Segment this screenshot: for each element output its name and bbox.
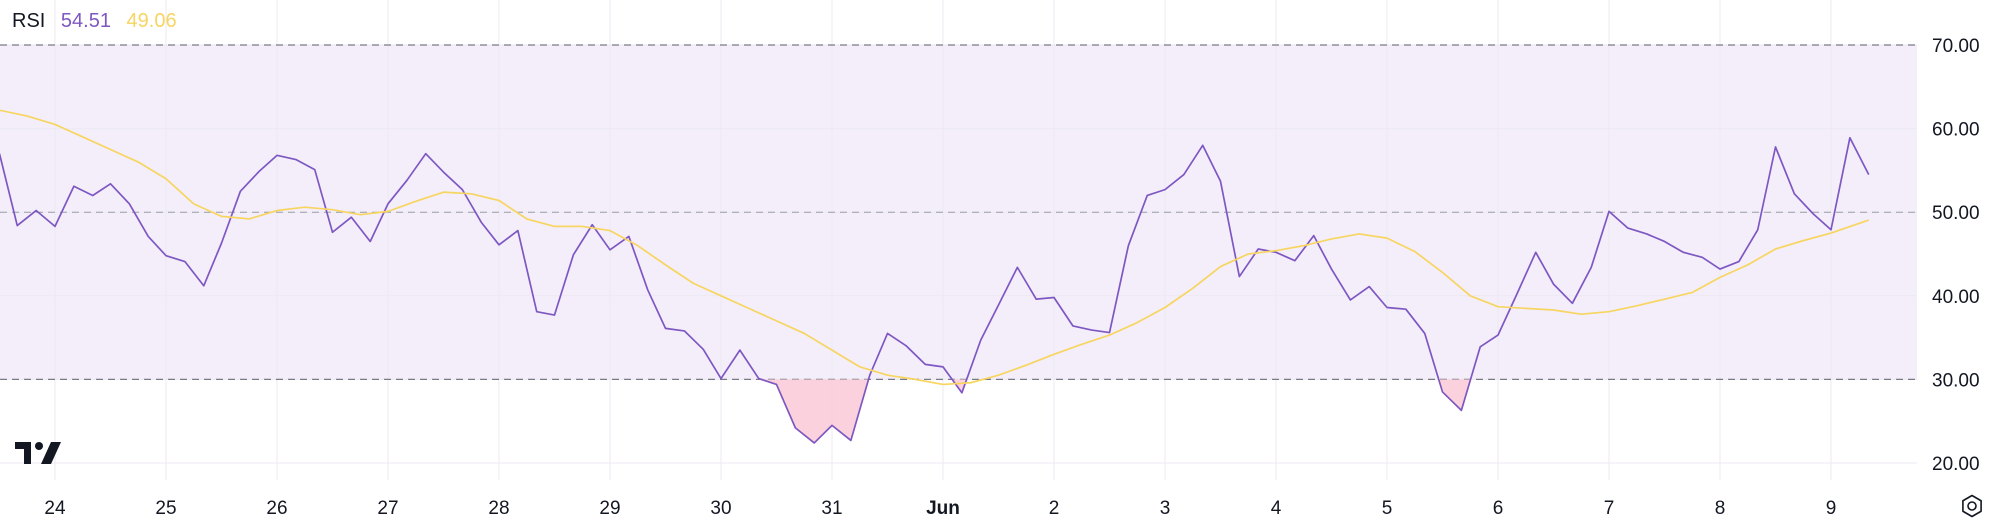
- grid-lines: [0, 0, 1917, 480]
- x-tick-label: 9: [1826, 498, 1837, 519]
- x-tick-label: 31: [821, 498, 842, 519]
- x-tick-label: 25: [155, 498, 176, 519]
- settings-gear-icon[interactable]: [1960, 494, 1984, 518]
- x-tick-label: 28: [488, 498, 509, 519]
- rsi-band-lines: [0, 44, 1917, 381]
- x-tick-label: 4: [1271, 498, 1282, 519]
- y-tick-label: 20.00: [1932, 454, 1980, 475]
- x-tick-label: 7: [1604, 498, 1615, 519]
- x-axis[interactable]: 24 25 26 27 28 29 30 31 Jun 2 3 4 5 6 7 8 9: [44, 498, 1836, 519]
- y-axis: 70.00 60.00 50.00 40.00 30.00 20.00: [1932, 36, 1980, 475]
- oversold-area: [761, 379, 869, 443]
- x-tick-label: 26: [266, 498, 287, 519]
- x-tick-label: 5: [1382, 498, 1393, 519]
- x-tick-label: 27: [377, 498, 398, 519]
- x-tick-label: 2: [1049, 498, 1060, 519]
- x-tick-label: 6: [1493, 498, 1504, 519]
- oversold-fill: [761, 379, 1471, 443]
- y-tick-label: 30.00: [1932, 370, 1980, 391]
- series-lines: [0, 109, 1870, 444]
- x-tick-label: 8: [1715, 498, 1726, 519]
- rsi-ma-line: [0, 109, 1870, 386]
- indicator-legend[interactable]: RSI 54.51 49.06: [12, 9, 187, 33]
- x-tick-label: 24: [44, 498, 66, 519]
- tradingview-logo-icon[interactable]: [15, 440, 63, 466]
- x-tick-label: Jun: [926, 498, 960, 519]
- y-tick-label: 60.00: [1932, 120, 1980, 141]
- x-tick-label: 29: [599, 498, 620, 519]
- x-tick-label: 3: [1160, 498, 1171, 519]
- indicator-name[interactable]: RSI: [12, 10, 46, 32]
- rsi-line: [0, 136, 1870, 444]
- oversold-area: [1438, 379, 1471, 411]
- x-tick-label: 30: [710, 498, 731, 519]
- rsi-ma-value: 49.06: [126, 10, 177, 32]
- rsi-value: 54.51: [60, 10, 111, 32]
- y-tick-label: 50.00: [1932, 203, 1980, 224]
- y-tick-label: 70.00: [1932, 36, 1980, 57]
- y-tick-label: 40.00: [1932, 287, 1980, 308]
